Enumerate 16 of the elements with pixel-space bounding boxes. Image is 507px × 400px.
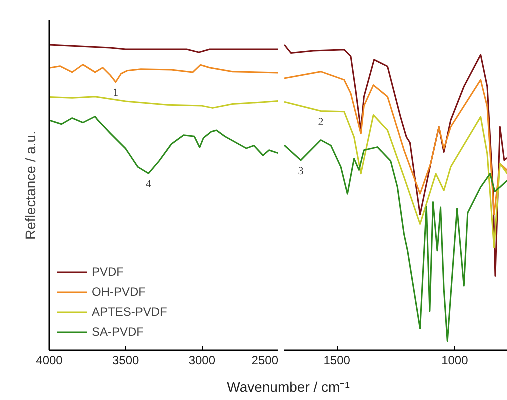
annotation: 2 (318, 116, 324, 128)
x-tick-label: 1000 (442, 354, 469, 368)
x-tick-label: 3000 (188, 354, 216, 368)
annotation: 1 (113, 87, 119, 100)
annotation: 3 (298, 165, 304, 178)
x-tick-label: 1500 (324, 354, 351, 368)
legend-label: OH-PVDF (92, 285, 146, 299)
y-axis-title: Reflectance / a.u. (22, 131, 38, 240)
x-axis-title: Wavenumber / cm⁻¹ (227, 378, 350, 397)
x-tick-label: 4000 (36, 354, 64, 368)
legend-label: SA-PVDF (92, 325, 144, 339)
x-tick-label: 2500 (252, 354, 279, 368)
legend-label: PVDF (92, 265, 124, 279)
annotation: 4 (146, 178, 152, 191)
legend-label: APTES-PVDF (92, 305, 168, 319)
x-tick-label: 3500 (112, 354, 140, 368)
